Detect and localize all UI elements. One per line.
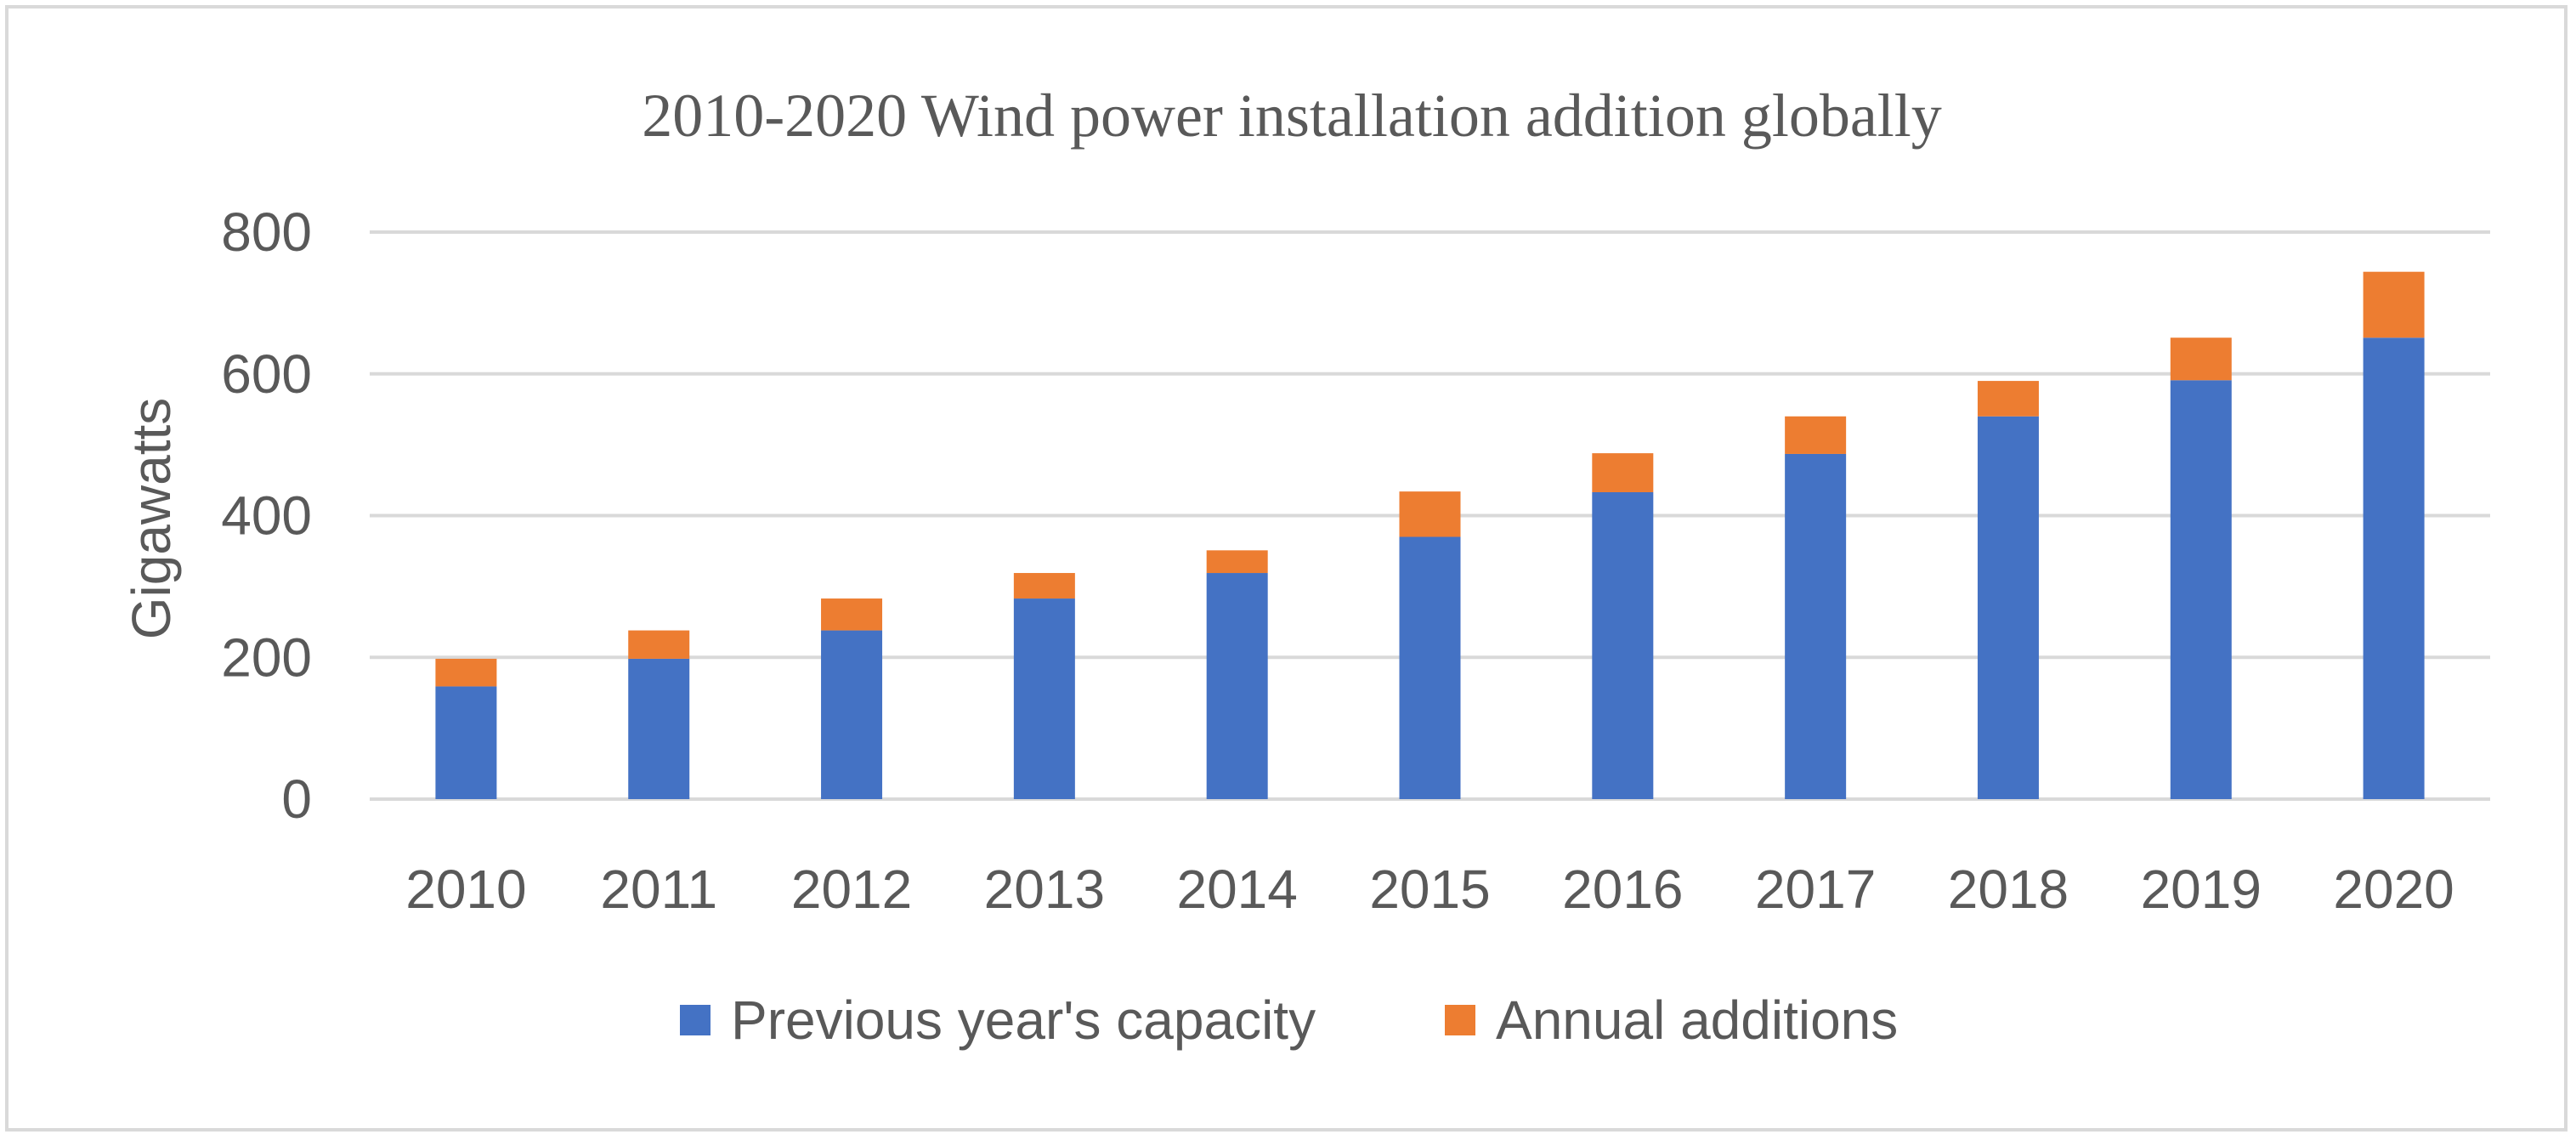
y-tick-label: 0 xyxy=(281,769,312,830)
legend-swatch xyxy=(680,1005,711,1035)
y-tick-label: 400 xyxy=(221,485,312,547)
y-tick-label: 600 xyxy=(221,343,312,405)
bar-annual-addition-2017 xyxy=(1785,416,1847,454)
bar-annual-addition-2016 xyxy=(1592,453,1654,492)
y-axis-title: Gigawatts xyxy=(121,398,182,640)
bar-previous-capacity-2017 xyxy=(1785,453,1847,799)
legend-swatch xyxy=(1445,1005,1475,1035)
bar-previous-capacity-2018 xyxy=(1977,416,2039,799)
x-tick-label: 2011 xyxy=(600,859,717,920)
x-tick-label: 2019 xyxy=(2141,859,2262,920)
bar-previous-capacity-2011 xyxy=(628,658,690,799)
bar-previous-capacity-2014 xyxy=(1206,573,1268,799)
x-axis-ticks: 2010 2011 2012 2013 2014 2015 2016 2017 2018 2019… xyxy=(405,859,2454,920)
x-tick-label: 2020 xyxy=(2333,859,2454,920)
bar-previous-capacity-2015 xyxy=(1399,536,1461,799)
x-tick-label: 2015 xyxy=(1369,859,1490,920)
bar-annual-addition-2020 xyxy=(2363,271,2425,338)
x-tick-label: 2014 xyxy=(1176,859,1297,920)
bar-annual-addition-2015 xyxy=(1399,491,1461,537)
chart-title: 2010-2020 Wind power installation additi… xyxy=(642,82,1942,150)
bar-previous-capacity-2019 xyxy=(2170,380,2232,799)
bar-previous-capacity-2013 xyxy=(1013,598,1075,799)
stacked-bar-chart: 2010-2020 Wind power installation additi… xyxy=(121,82,2490,1051)
legend-label: Previous year's capacity xyxy=(731,990,1316,1051)
chart-frame: 2010-2020 Wind power installation additi… xyxy=(5,5,2568,1131)
bar-annual-addition-2011 xyxy=(628,630,690,659)
x-tick-label: 2018 xyxy=(1948,859,2069,920)
bar-annual-addition-2012 xyxy=(821,598,883,631)
x-tick-label: 2010 xyxy=(405,859,526,920)
bar-annual-addition-2014 xyxy=(1206,550,1268,574)
y-axis-ticks: 0 200 400 600 800 xyxy=(221,201,312,830)
x-tick-label: 2017 xyxy=(1755,859,1876,920)
x-tick-label: 2012 xyxy=(791,859,912,920)
bar-annual-addition-2019 xyxy=(2170,337,2232,381)
legend: Previous year's capacity Annual additions xyxy=(680,990,1898,1051)
y-tick-label: 200 xyxy=(221,627,312,688)
bar-annual-addition-2013 xyxy=(1013,573,1075,599)
bar-previous-capacity-2016 xyxy=(1592,491,1654,799)
bar-annual-addition-2010 xyxy=(435,658,497,687)
x-tick-label: 2016 xyxy=(1562,859,1683,920)
bar-previous-capacity-2012 xyxy=(821,630,883,799)
bar-annual-addition-2018 xyxy=(1977,381,2039,417)
legend-label: Annual additions xyxy=(1496,990,1898,1051)
bar-previous-capacity-2010 xyxy=(435,686,497,799)
y-tick-label: 800 xyxy=(221,201,312,263)
bar-previous-capacity-2020 xyxy=(2363,337,2425,799)
bars xyxy=(435,271,2425,799)
x-tick-label: 2013 xyxy=(984,859,1105,920)
